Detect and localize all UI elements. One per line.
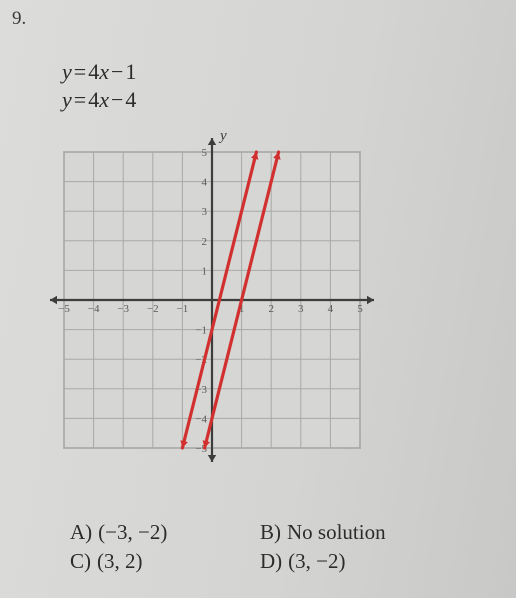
coordinate-graph: −5−4−3−2−112345−5−4−3−2−112345xy (42, 130, 382, 470)
svg-text:−3: −3 (117, 303, 129, 315)
svg-text:3: 3 (202, 206, 208, 218)
svg-text:y: y (218, 130, 227, 144)
system-equations: y=4x−1 y=4x−4 (62, 58, 136, 113)
svg-text:−5: −5 (58, 303, 70, 315)
svg-text:x: x (381, 293, 382, 309)
svg-text:5: 5 (357, 303, 363, 315)
svg-text:4: 4 (202, 177, 208, 189)
choice-a[interactable]: A)(−3, −2) (70, 520, 260, 545)
svg-text:2: 2 (268, 303, 274, 315)
graph-svg: −5−4−3−2−112345−5−4−3−2−112345xy (42, 130, 382, 470)
choice-d[interactable]: D)(3, −2) (260, 549, 460, 574)
svg-text:2: 2 (202, 236, 208, 248)
choice-b[interactable]: B)No solution (260, 520, 460, 545)
svg-text:−4: −4 (88, 303, 100, 315)
svg-text:−4: −4 (195, 413, 207, 425)
svg-text:3: 3 (298, 303, 304, 315)
equation-2: y=4x−4 (62, 86, 136, 114)
page-surface: 9. y=4x−1 y=4x−4 −5−4−3−2−112345−5−4−3−2… (0, 0, 516, 598)
equation-1: y=4x−1 (62, 58, 136, 86)
svg-text:−2: −2 (147, 303, 159, 315)
choice-c[interactable]: C)(3, 2) (70, 549, 260, 574)
svg-text:−1: −1 (177, 303, 189, 315)
svg-text:1: 1 (202, 265, 208, 277)
answer-choices: A)(−3, −2) B)No solution C)(3, 2) D)(3, … (70, 520, 460, 574)
svg-text:−1: −1 (195, 325, 207, 337)
svg-text:5: 5 (202, 147, 208, 159)
svg-text:4: 4 (328, 303, 334, 315)
question-number: 9. (12, 8, 26, 30)
